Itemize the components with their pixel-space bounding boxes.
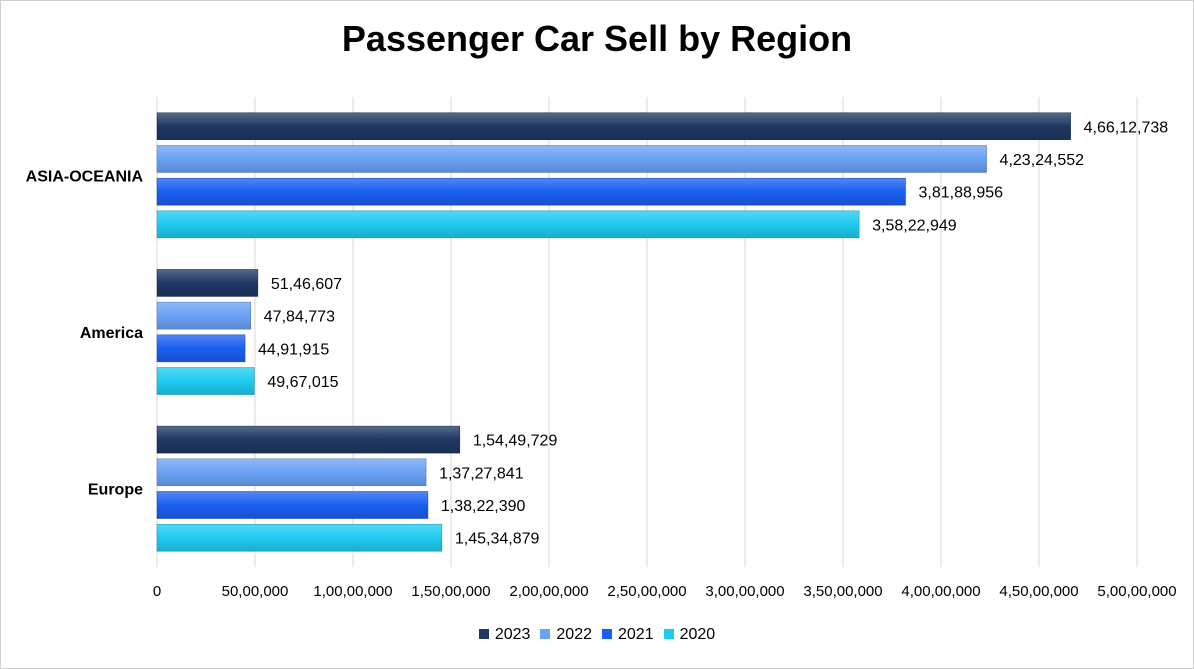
data-label: 44,91,915 <box>258 341 329 358</box>
data-label: 4,23,24,552 <box>1000 152 1085 169</box>
x-tick-label: 3,00,00,000 <box>705 583 784 600</box>
category-label: ASIA-OCEANIA <box>26 168 144 185</box>
data-labels: 4,66,12,738 4,23,24,552 3,81,88,956 3,58,22… <box>258 119 1168 547</box>
data-label: 47,84,773 <box>264 309 335 326</box>
legend-swatch <box>602 629 612 639</box>
bar-2022-asia-oceania <box>156 145 987 173</box>
legend-label: 2021 <box>618 626 654 643</box>
legend-item-2020: 2020 <box>663 626 716 644</box>
legend-swatch <box>540 629 551 639</box>
bar-2023-america <box>156 269 259 297</box>
data-label: 3,81,88,956 <box>919 185 1004 202</box>
legend-item-2022: 2022 <box>540 626 592 644</box>
legend-swatch <box>478 629 489 639</box>
x-tick-label: 2,00,00,000 <box>509 583 588 600</box>
bar-2021-asia-oceania <box>156 177 906 206</box>
bar-2020-asia-oceania <box>156 210 860 239</box>
bar-2023-europe <box>156 425 461 454</box>
data-label: 3,58,22,949 <box>872 217 957 234</box>
legend-label: 2022 <box>556 626 592 643</box>
data-label: 1,37,27,841 <box>439 465 524 482</box>
bar-2021-europe <box>156 491 429 519</box>
bar-2020-america <box>156 367 255 395</box>
x-tick-label: 4,00,00,000 <box>901 583 980 600</box>
x-tick-label: 2,50,00,000 <box>607 583 686 600</box>
legend-label: 2023 <box>494 626 531 643</box>
grid-lines <box>156 97 1138 567</box>
bars <box>156 112 1071 552</box>
data-label: 49,67,015 <box>267 374 338 391</box>
x-tick-label: 5,00,00,000 <box>1097 583 1176 600</box>
category-label: Europe <box>88 482 143 499</box>
legend-item-2021: 2021 <box>602 626 654 644</box>
legend-swatch <box>663 629 674 639</box>
chart-title: Passenger Car Sell by Region <box>341 18 853 59</box>
bar-2022-europe <box>156 458 427 487</box>
data-label: 1,45,34,879 <box>455 531 540 548</box>
data-label: 1,54,49,729 <box>473 433 558 450</box>
data-label: 4,66,12,738 <box>1084 119 1169 136</box>
bar-2020-europe <box>156 523 443 552</box>
x-tick-label: 1,50,00,000 <box>411 583 490 600</box>
x-tick-label: 1,00,00,000 <box>313 583 392 600</box>
bar-2022-america <box>156 301 252 330</box>
category-labels: ASIA-OCEANIA America Europe <box>26 168 144 498</box>
bar-2023-asia-oceania <box>156 112 1071 141</box>
category-label: America <box>80 325 143 342</box>
x-tick-label: 0 <box>153 583 161 600</box>
x-tick-label: 3,50,00,000 <box>803 583 882 600</box>
bar-2021-america <box>156 334 246 363</box>
data-label: 51,46,607 <box>271 276 342 293</box>
x-axis-tick-labels: 0 50,00,000 1,00,00,000 1,50,00,000 2,00,00,… <box>153 583 1177 600</box>
legend: 2023 2022 2021 2020 <box>0 626 1194 644</box>
x-tick-label: 4,50,00,000 <box>999 583 1078 600</box>
x-tick-label: 50,00,000 <box>222 583 289 600</box>
legend-label: 2020 <box>679 626 716 643</box>
data-label: 1,38,22,390 <box>441 498 526 515</box>
legend-item-2023: 2023 <box>478 626 531 644</box>
